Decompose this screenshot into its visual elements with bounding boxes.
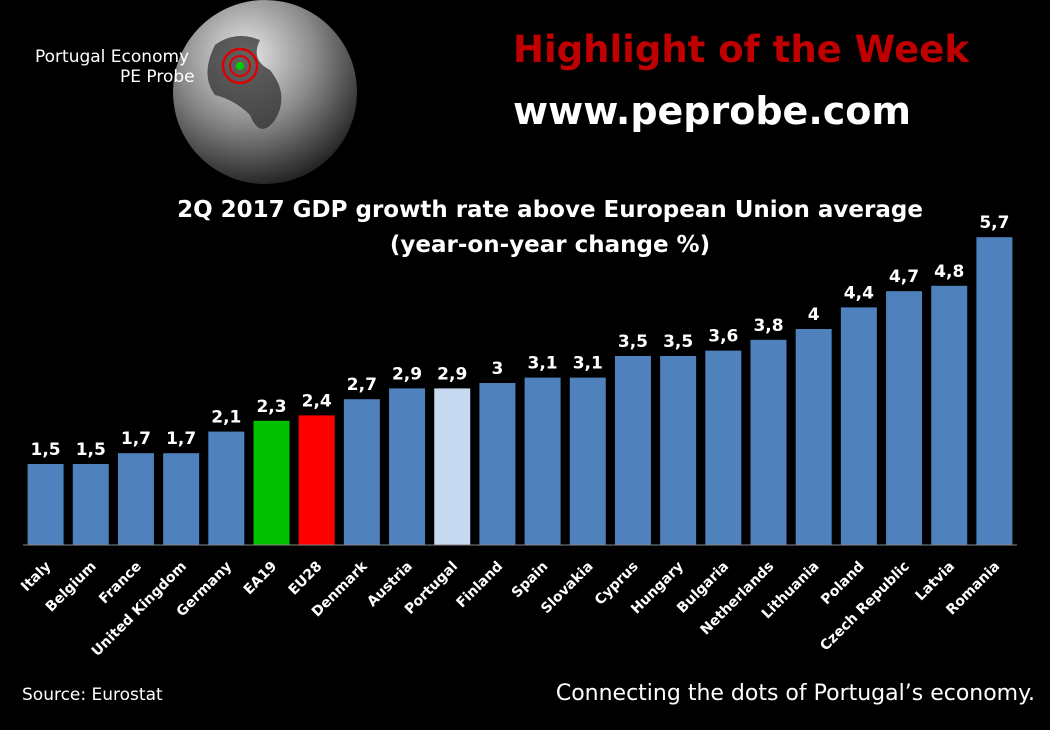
bar <box>208 431 245 545</box>
bar <box>750 339 787 545</box>
headline: Highlight of the Week <box>513 28 970 71</box>
value-label: 4,4 <box>844 283 874 303</box>
bar <box>976 237 1013 545</box>
logo-ring <box>221 47 259 85</box>
value-label: 2,9 <box>392 364 422 384</box>
value-label: 3,1 <box>528 354 558 374</box>
value-label: 2,4 <box>302 391 332 411</box>
website: www.peprobe.com <box>513 89 911 133</box>
bar <box>614 356 651 545</box>
source: Source: Eurostat <box>22 685 163 705</box>
value-label: 3,6 <box>708 327 738 347</box>
logo-ring <box>229 55 251 77</box>
value-label: 5,7 <box>979 213 1009 233</box>
bar <box>163 453 200 545</box>
tagline: Connecting the dots of Portugal’s econom… <box>556 681 1035 706</box>
bar <box>705 350 742 545</box>
logo-text: PE Probe <box>120 67 195 87</box>
chart-title: 2Q 2017 GDP growth rate above European U… <box>177 197 923 223</box>
value-label: 1,5 <box>76 440 106 460</box>
bar <box>479 383 516 545</box>
value-label: 3,8 <box>753 316 783 336</box>
value-label: 3,1 <box>573 354 603 374</box>
bar <box>886 291 923 545</box>
value-label: 3,5 <box>663 332 693 352</box>
bar <box>434 388 471 545</box>
bar <box>840 307 877 545</box>
value-label: 3 <box>491 359 503 379</box>
chart-subtitle: (year-on-year change %) <box>390 232 710 258</box>
value-label: 2,3 <box>256 397 286 417</box>
value-label: 2,1 <box>211 408 241 428</box>
value-label: 1,7 <box>166 429 196 449</box>
bar <box>660 356 697 545</box>
bar <box>389 388 426 545</box>
value-label: 4,8 <box>934 262 964 282</box>
value-label: 3,5 <box>618 332 648 352</box>
bar <box>569 377 606 545</box>
value-label: 1,7 <box>121 429 151 449</box>
value-label: 2,9 <box>437 364 467 384</box>
value-label: 2,7 <box>347 375 377 395</box>
bar <box>27 464 64 545</box>
logo-dot <box>236 62 244 70</box>
bar <box>795 329 832 545</box>
bar <box>343 399 380 545</box>
bar <box>524 377 561 545</box>
bar <box>931 285 968 545</box>
logo-text: Portugal Economy <box>35 47 189 67</box>
bar <box>253 420 290 545</box>
value-label: 1,5 <box>31 440 61 460</box>
bar <box>72 464 109 545</box>
bar <box>298 415 335 545</box>
value-label: 4,7 <box>889 267 919 287</box>
value-label: 4 <box>808 305 820 325</box>
bar <box>117 453 154 545</box>
